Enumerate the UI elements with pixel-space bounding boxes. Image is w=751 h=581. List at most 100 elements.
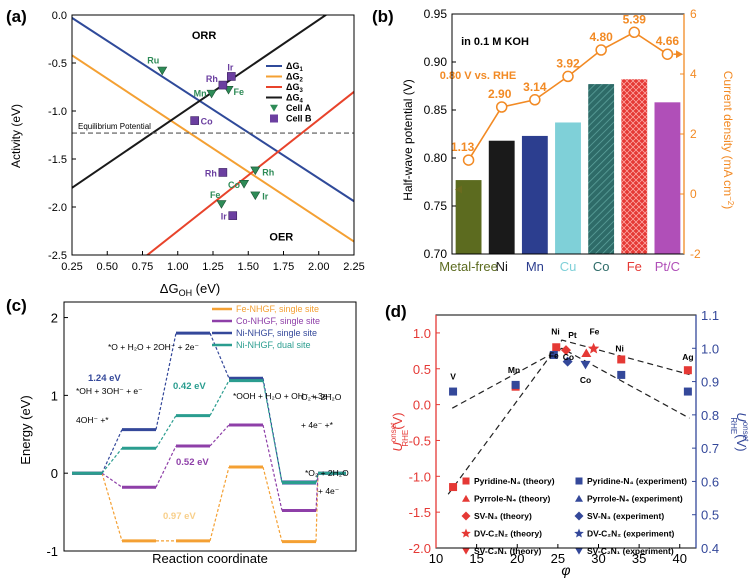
- x-tick-label-d: 15: [469, 551, 483, 566]
- x-tick-label-d: 35: [632, 551, 646, 566]
- axis-x-label-c: Reaction coordinate: [152, 551, 268, 566]
- current-density-label: 4.66: [656, 34, 680, 48]
- experiment-marker: [683, 387, 692, 396]
- experiment-marker: [511, 380, 520, 389]
- cell-b-marker: [218, 80, 228, 90]
- y-tick-label-b: 0.70: [424, 247, 448, 261]
- panel-a: (a) 0.25 0.50 0.75 1.00 1.25 1.50 1.75 2.00 2.25…: [6, 7, 365, 298]
- axis-x-label-a: ΔGOH (eV): [160, 281, 220, 298]
- x-tick-label-d: 20: [510, 551, 524, 566]
- y-tick-label-a: 0.0: [52, 10, 67, 22]
- legend-marker-d: [575, 477, 583, 485]
- legend-marker-d: [574, 511, 584, 521]
- legend-label-experiment: SV-N₃ (experiment): [587, 511, 664, 521]
- point-label: Fe: [549, 351, 559, 361]
- category-label-b: Pt/C: [655, 259, 680, 274]
- point-label: Co: [563, 352, 574, 362]
- current-density-label: 5.39: [623, 12, 647, 26]
- barrier-label: 1.24 eV: [88, 373, 121, 384]
- cell-b-marker: [190, 116, 199, 125]
- current-density-label: 4.80: [589, 30, 613, 44]
- series-line-dg3: [145, 91, 354, 255]
- cell-a-marker: [250, 166, 261, 176]
- legend-marker-d: [461, 511, 471, 521]
- x-tick-label-a: 0.75: [132, 261, 153, 273]
- y-tick-label-b: 0.80: [424, 151, 448, 165]
- x-tick-label-a: 1.25: [202, 261, 223, 273]
- experiment-marker: [449, 387, 458, 396]
- experiment-marker: [617, 370, 626, 379]
- legend-label-a: ΔG4: [286, 93, 303, 105]
- theory-marker: [561, 345, 571, 356]
- legend-label-theory: SV-C₂N₁ (theory): [474, 546, 541, 556]
- cell-b-label: Rh: [205, 168, 217, 178]
- current-density-label: 1.13: [451, 140, 475, 154]
- axis-y2-label-d: UonsetRHE(V): [729, 412, 750, 451]
- experiment-marker: [549, 350, 558, 359]
- y2-tick-label-d: 0.9: [701, 375, 719, 390]
- panel-c-label: (c): [6, 296, 27, 315]
- axis-x-label-d: φ: [561, 562, 570, 578]
- category-label-b: Ni: [496, 259, 508, 274]
- cell-a-marker: [206, 89, 217, 99]
- y-tick-label-a: -1.0: [48, 106, 67, 118]
- legend-marker-d: [462, 477, 470, 485]
- plot-frame-c: [63, 301, 357, 552]
- y-tick-label-b: 0.85: [424, 103, 448, 117]
- bar-metalfree: [455, 180, 482, 254]
- theory-marker: [449, 483, 458, 492]
- point-label: Ag: [682, 352, 693, 362]
- x-tick-label-a: 0.50: [97, 261, 118, 273]
- theory-marker: [552, 343, 561, 352]
- step-label: 4OH⁻ +*: [76, 415, 109, 425]
- axis-y-label-b: Half-wave potential (V): [401, 79, 415, 200]
- panel-b-label: (b): [372, 7, 394, 26]
- current-density-point: [661, 48, 674, 60]
- y2-tick-label-b: 6: [690, 7, 697, 21]
- cell-a-label: Ir: [262, 191, 269, 201]
- cell-a-marker: [157, 66, 168, 76]
- step-label: + 4e⁻: [318, 486, 339, 496]
- legend-marker-d: [462, 547, 470, 555]
- equilibrium-label: Equilibrium Potential: [78, 122, 151, 131]
- panel-c: (c) 2 1 0 -1 Fe-NHGF, single site Co-NHGF, s…: [6, 296, 357, 566]
- x-tick-label-a: 0.25: [61, 261, 82, 273]
- y2-tick-label-b: 2: [690, 127, 697, 141]
- x-tick-label-a: 1.00: [167, 261, 188, 273]
- theory-marker: [617, 355, 626, 364]
- energy-connector: [262, 466, 283, 542]
- legend-label-c: Ni-NHGF, dual site: [236, 340, 311, 350]
- experiment-marker: [580, 360, 591, 370]
- current-density-point: [628, 26, 641, 39]
- legend-label-experiment: Pyrrole-N₄ (experiment): [587, 494, 683, 504]
- point-label: V: [450, 372, 456, 382]
- energy-connector: [155, 333, 177, 430]
- y-tick-label-b: 0.75: [424, 199, 448, 213]
- legend-marker-d: [574, 528, 584, 538]
- y2-tick-label-d: 0.7: [701, 441, 719, 456]
- cell-a-label: Fe: [234, 87, 245, 97]
- step-label: O₂ + 2H₂O: [301, 392, 342, 402]
- cell-a-label: Rh: [262, 168, 274, 178]
- cell-b-label: Rh: [206, 74, 218, 84]
- trend-line-theory: [447, 339, 690, 495]
- x-tick-label-d: 30: [591, 551, 605, 566]
- energy-connector: [101, 472, 123, 488]
- energy-connector: [155, 445, 177, 488]
- current-density-label: 3.14: [523, 80, 547, 94]
- point-label: Co: [580, 375, 591, 385]
- axis-y-label-d: Uonset RHE(V): [389, 412, 410, 451]
- theory-marker: [581, 348, 592, 357]
- energy-connector: [101, 473, 123, 542]
- energy-connector: [209, 424, 230, 447]
- y-tick-label-b: 0.90: [424, 55, 448, 69]
- legend-label-experiment: Pyridine-N₄ (experiment): [587, 476, 687, 486]
- legend-label-theory: Pyrrole-N₄ (theory): [474, 494, 550, 504]
- trend-line-experiment: [451, 347, 690, 419]
- y-tick-label-a: -1.5: [48, 154, 67, 166]
- y-tick-label-d: 0.0: [413, 398, 431, 413]
- legend-label-theory: Pyridine-N₄ (theory): [474, 476, 555, 486]
- y2-tick-label-d: 0.6: [701, 474, 719, 489]
